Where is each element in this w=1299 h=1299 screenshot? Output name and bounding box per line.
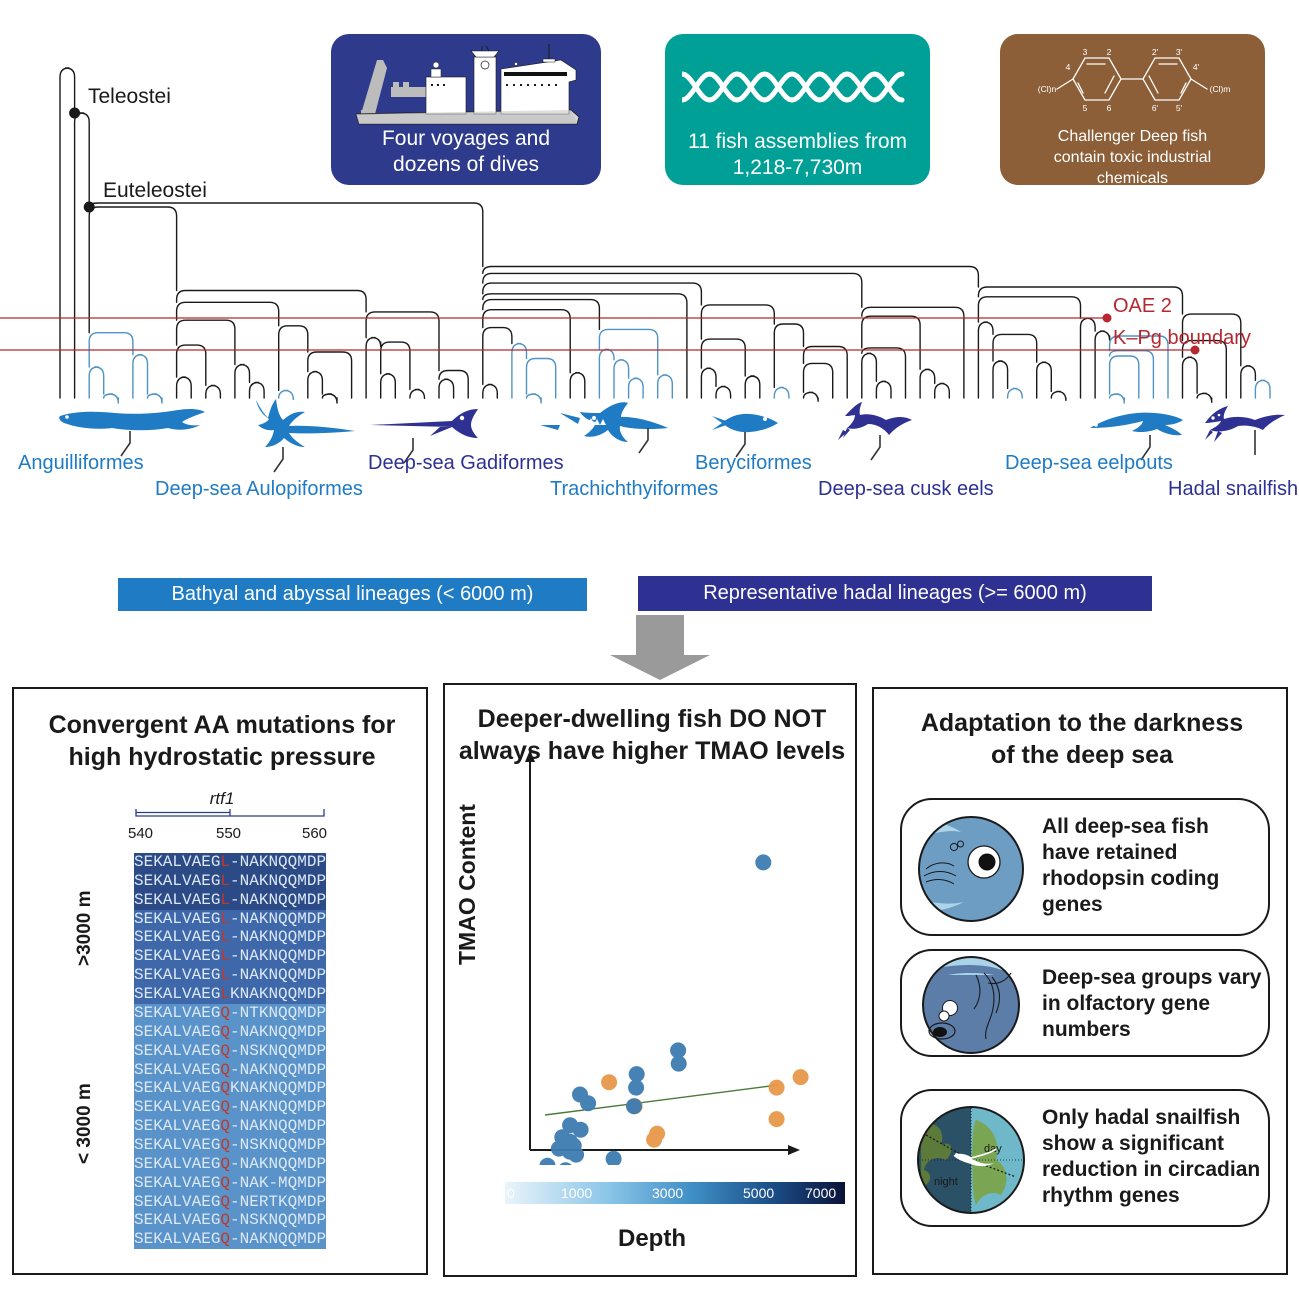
svg-text:0: 0 xyxy=(507,1185,515,1201)
svg-text:TMAO Content: TMAO Content xyxy=(454,804,480,965)
svg-text:5000: 5000 xyxy=(743,1185,774,1201)
svg-text:3000: 3000 xyxy=(652,1185,683,1201)
svg-text:7000: 7000 xyxy=(805,1185,836,1201)
svg-text:K–Pg boundary: K–Pg boundary xyxy=(1113,327,1251,349)
svg-text:1000: 1000 xyxy=(561,1185,592,1201)
svg-text:Teleostei: Teleostei xyxy=(88,85,171,108)
svg-text:OAE 2: OAE 2 xyxy=(1113,295,1172,317)
svg-text:Euteleostei: Euteleostei xyxy=(103,179,207,202)
svg-text:night: night xyxy=(934,1176,958,1188)
